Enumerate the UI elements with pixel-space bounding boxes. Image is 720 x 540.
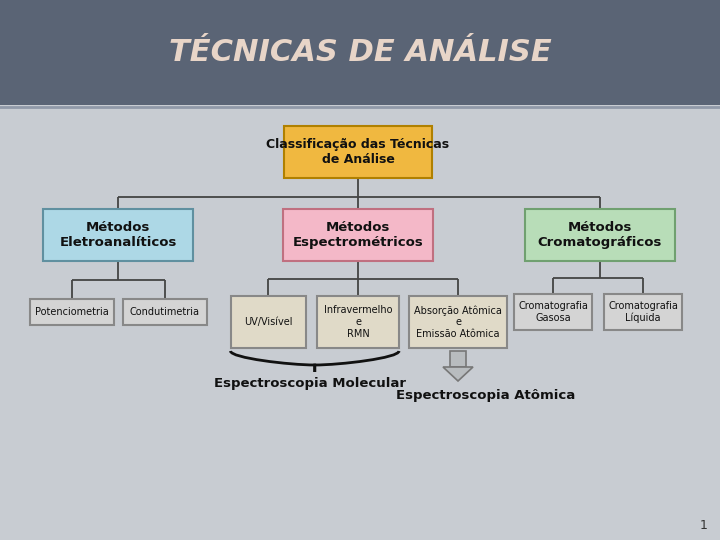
FancyBboxPatch shape <box>30 299 114 325</box>
FancyBboxPatch shape <box>230 296 305 348</box>
Text: TÉCNICAS DE ANÁLISE: TÉCNICAS DE ANÁLISE <box>168 38 552 67</box>
Text: UV/Visível: UV/Visível <box>244 317 292 327</box>
Text: Absorção Atômica
e
Emissão Atômica: Absorção Atômica e Emissão Atômica <box>414 305 502 339</box>
Text: Potenciometria: Potenciometria <box>35 307 109 317</box>
FancyBboxPatch shape <box>0 0 720 105</box>
FancyBboxPatch shape <box>525 209 675 261</box>
FancyBboxPatch shape <box>123 299 207 325</box>
Text: Métodos
Eletroanalíticos: Métodos Eletroanalíticos <box>59 221 176 249</box>
Text: Cromatografia
Gasosa: Cromatografia Gasosa <box>518 301 588 323</box>
Text: Espectroscopia Molecular: Espectroscopia Molecular <box>214 376 406 389</box>
FancyBboxPatch shape <box>43 209 193 261</box>
Text: Infravermelho
e
RMN: Infravermelho e RMN <box>324 306 392 339</box>
FancyBboxPatch shape <box>514 294 592 330</box>
FancyBboxPatch shape <box>317 296 399 348</box>
FancyBboxPatch shape <box>283 209 433 261</box>
Text: Condutimetria: Condutimetria <box>130 307 200 317</box>
FancyBboxPatch shape <box>284 126 432 178</box>
Text: 1: 1 <box>700 519 708 532</box>
Polygon shape <box>443 367 473 381</box>
Text: Métodos
Espectrométricos: Métodos Espectrométricos <box>292 221 423 249</box>
FancyBboxPatch shape <box>409 296 507 348</box>
Text: Classificação das Técnicas
de Análise: Classificação das Técnicas de Análise <box>266 138 449 166</box>
Text: Cromatografia
Líquida: Cromatografia Líquida <box>608 301 678 323</box>
FancyBboxPatch shape <box>604 294 682 330</box>
FancyBboxPatch shape <box>450 351 466 367</box>
Text: Métodos
Cromatográficos: Métodos Cromatográficos <box>538 221 662 249</box>
Text: Espectroscopia Atômica: Espectroscopia Atômica <box>397 388 575 402</box>
